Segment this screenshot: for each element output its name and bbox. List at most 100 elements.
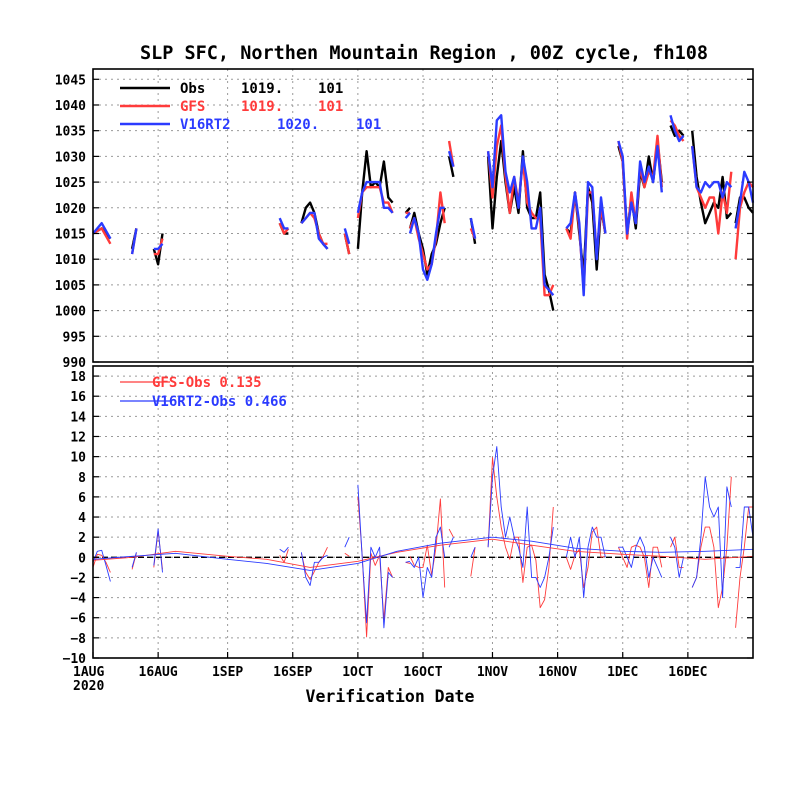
series-line-v16rt2-obs [470,547,476,558]
series-line-v16rt2-obs [357,484,393,629]
x-tick-label: 1SEP [212,665,243,680]
series-line-gfs-obs [617,544,663,588]
series-line-gfs-obs [279,549,289,563]
x-tick-label: 1AUG [73,665,104,680]
series-line-gfs-obs [448,528,454,538]
series-line-v16rt2-obs [153,528,163,573]
y-tick-label: −10 [63,652,87,667]
x-axis: 1AUG 16AUG 1SEP 16SEP 1OCT 16OCT 1NOV 16NOV 1DEC… [73,652,707,680]
series-line-v16rt2-obs-running-mean [92,536,754,571]
y-tick-label: 18 [70,370,86,385]
y-tick-label: 1005 [55,279,86,294]
x-tick-label: 1NOV [477,665,508,680]
y-tick-label: 8 [78,471,86,486]
series-line-v16rt2-obs [279,546,289,553]
series-line-v16rt2-obs [409,526,446,599]
legend-entry: GFS [180,99,205,115]
series-line-gfs-obs [487,457,554,609]
series-line-v16rt2 [408,206,445,281]
y-tick-label: 12 [70,430,86,445]
x-tick-label: 16DEC [668,665,707,680]
series-line-gfs-obs [344,552,350,557]
series-line-v16rt2 [565,180,607,297]
x-axis-label: Verification Date [306,687,475,706]
series-line-v16rt2 [734,170,755,229]
bottom-panel-y-axis: −10 −8 −6 −4 −2 0 2 4 6 8 10 12 14 16 18 [63,370,753,667]
series-line-gfs [278,222,290,235]
y-tick-label: 6 [78,491,86,506]
y-tick-label: 1025 [55,176,86,191]
series-line-v16rt2-obs [92,549,111,582]
series-line-v16rt2-obs [618,536,663,578]
series-line-v16rt2 [343,228,351,245]
y-tick-label: 14 [70,410,86,425]
top-panel-frame [92,68,754,363]
y-tick-label: 10 [70,451,86,466]
series-line-v16rt2 [447,150,455,168]
x-tick-label: 16SEP [273,665,312,680]
series-line-v16rt2 [300,211,329,250]
series-line-v16rt2-obs [131,552,137,568]
y-tick-label: 1020 [55,202,86,217]
series-line-v16rt2-obs [405,560,411,563]
y-tick-label: 1045 [55,73,86,88]
series-line-v16rt2 [153,243,164,251]
x-tick-label: 16NOV [538,665,577,680]
top-panel-grid [93,69,753,362]
y-tick-label: −2 [70,571,86,586]
series-line-v16rt2 [130,228,138,255]
y-tick-label: −4 [70,592,86,607]
series-line-gfs-obs [735,506,753,628]
legend-entry: GFS-Obs 0.135 [152,375,262,391]
top-panel: 990 995 1000 1005 1010 1015 1020 1025 1030 1035 10… [55,68,755,371]
legend-entry: V16RT2 [180,117,231,133]
series-line-v16rt2 [356,180,394,214]
x-tick-label: 16OCT [403,665,442,680]
legend-count: 101 [318,81,343,97]
top-panel-legend: Obs 1019. 101 GFS 1019. 101 V16RT2 1020. 101 [120,81,381,133]
bottom-panel: −10 −8 −6 −4 −2 0 2 4 6 8 10 12 14 16 18 GFS-Obs 0.135… [63,365,754,667]
series-line-v16rt2 [691,145,733,199]
y-tick-label: 1035 [55,125,86,140]
series-line-v16rt2-obs [670,537,684,578]
legend-count: 101 [318,99,343,115]
y-tick-label: 1010 [55,253,86,268]
legend-mean: 1019. [241,99,283,115]
y-tick-label: −6 [70,612,86,627]
series-line-gfs-obs [470,547,476,577]
series-line-v16rt2-obs [565,526,606,599]
year-label: 2020 [73,679,104,694]
y-tick-label: 990 [63,356,87,371]
series-line-v16rt2 [404,212,411,219]
x-tick-label: 16AUG [139,665,178,680]
legend-entry: Obs [180,81,205,97]
series-line-v16rt2-obs [300,552,328,586]
series-line-obs [447,156,455,178]
series-line-v16rt2 [278,217,289,230]
bottom-panel-series [92,446,754,638]
legend-mean: 1019. [241,81,283,97]
y-tick-label: 0 [78,551,86,566]
y-tick-label: 4 [78,511,86,526]
top-panel-y-axis: 990 995 1000 1005 1010 1015 1020 1025 1030 1035 10… [55,73,753,371]
y-tick-label: 16 [70,390,86,405]
series-line-v16rt2 [486,114,555,296]
y-tick-label: 1015 [55,227,86,242]
y-tick-label: 2 [78,531,86,546]
series-line-v16rt2-obs [691,476,732,599]
top-panel-series [92,114,755,311]
figure-title: SLP SFC, Northen Mountain Region , 00Z c… [140,43,708,64]
legend-entry: V16RT2-Obs 0.466 [152,394,287,410]
y-tick-label: −8 [70,632,86,647]
series-line-v16rt2-obs [487,446,554,588]
bottom-panel-legend: GFS-Obs 0.135 V16RT2-Obs 0.466 [120,375,287,410]
y-tick-label: 1000 [55,305,86,320]
y-tick-label: 995 [63,330,86,345]
legend-count: 101 [356,117,381,133]
series-line-gfs-obs [691,476,732,609]
y-tick-label: 1030 [55,150,86,165]
series-line-v16rt2 [92,221,112,240]
series-line-v16rt2 [469,217,477,239]
series-line-obs [356,149,394,249]
